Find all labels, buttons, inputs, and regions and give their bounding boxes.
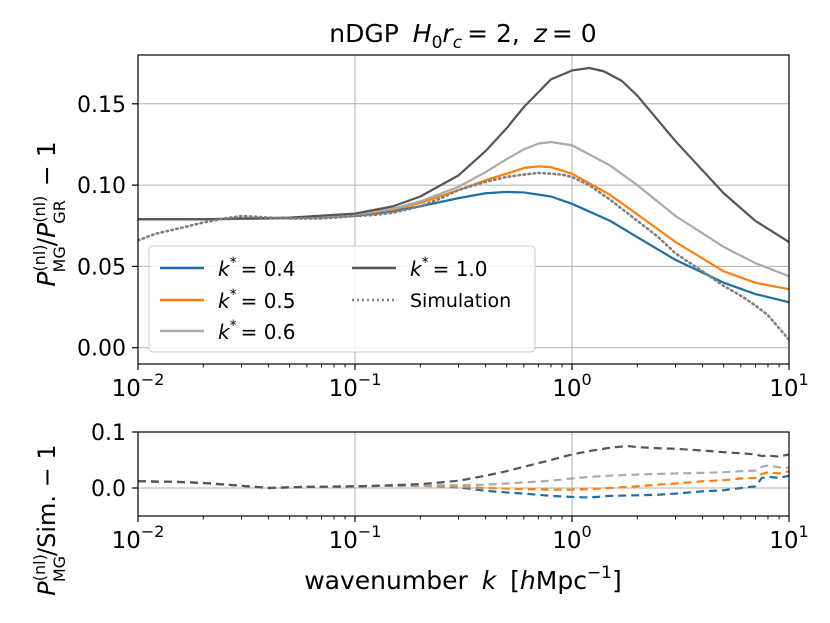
residual-plot-series	[138, 444, 789, 499]
main-x-tick-label: 10−2	[112, 370, 165, 402]
main-x-tick-label: 101	[769, 370, 808, 402]
x-axis-label: wavenumber k [hMpc−1]	[304, 563, 622, 595]
main-x-tick-label: 10−1	[329, 370, 382, 402]
chart-title: nDGP H0rc = 2, z = 0	[329, 19, 596, 53]
legend-entry: k* = 0.4	[160, 255, 296, 281]
legend-box	[148, 245, 536, 353]
residual-plot-ylabel: P(nl)MG/Sim. − 1	[30, 444, 69, 595]
legend-entry: k* = 0.5	[160, 287, 296, 313]
svg-text:k*= 0.4: k* = 0.4	[218, 255, 296, 281]
svg-text:k*= 0.6: k* = 0.6	[218, 318, 296, 344]
legend-entry: k* = 0.6	[160, 318, 296, 344]
main-plot-frame	[137, 54, 790, 365]
main-series-line	[138, 66, 789, 243]
residual-x-tick-label: 101	[769, 522, 808, 554]
main-x-tick-label: 100	[552, 370, 591, 402]
residual-y-tick-label: 0.1	[91, 421, 126, 446]
main-y-tick-label: 0.15	[77, 93, 126, 118]
svg-text:k*= 0.5: k* = 0.5	[218, 287, 296, 313]
residual-plot-frame	[137, 431, 790, 517]
residual-x-tick-label: 100	[552, 522, 591, 554]
residual-plot-panel: 10−2 10−1 100 101 0.0 0.1	[91, 421, 809, 554]
legend-entry: Simulation	[352, 290, 511, 312]
legend-entry: k* = 1.0	[352, 255, 488, 281]
svg-text:Simulation: Simulation	[410, 290, 511, 312]
svg-text:k*= 1.0: k* = 1.0	[410, 255, 488, 281]
residual-y-tick-label: 0.0	[91, 477, 126, 502]
residual-x-tick-label: 10−2	[112, 522, 165, 554]
main-y-tick-label: 0.10	[77, 174, 126, 199]
residual-plot-ticks: 10−2 10−1 100 101 0.0 0.1	[91, 421, 809, 554]
main-series-line	[138, 171, 789, 341]
legend: k* = 0.4 k* = 0.5 k* = 0.6 k* = 1.0 Simulati…	[148, 245, 536, 353]
residual-x-tick-label: 10−1	[329, 522, 382, 554]
main-y-tick-label: 0.00	[77, 337, 126, 362]
main-plot-ylabel: P(nl)MG/P(nl)GR− 1	[30, 141, 69, 286]
residual-series-line	[138, 444, 789, 490]
main-plot-ticks: 10−2 10−1 100 101 0.00 0.05 0.10 0.15	[77, 93, 809, 402]
main-y-tick-label: 0.05	[77, 255, 126, 280]
main-plot-series	[138, 66, 789, 341]
